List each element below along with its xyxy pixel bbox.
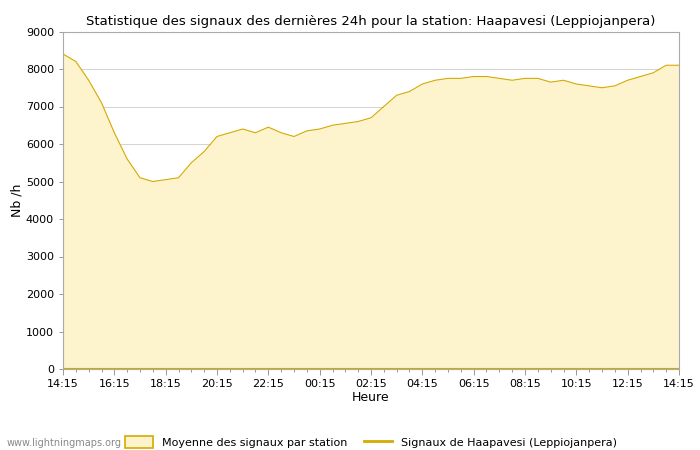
Title: Statistique des signaux des dernières 24h pour la station: Haapavesi (Leppiojanp: Statistique des signaux des dernières 24… [86, 14, 656, 27]
X-axis label: Heure: Heure [352, 391, 390, 404]
Text: www.lightningmaps.org: www.lightningmaps.org [7, 438, 122, 448]
Legend: Moyenne des signaux par station, Signaux de Haapavesi (Leppiojanpera): Moyenne des signaux par station, Signaux… [121, 432, 621, 450]
Y-axis label: Nb /h: Nb /h [10, 184, 23, 217]
